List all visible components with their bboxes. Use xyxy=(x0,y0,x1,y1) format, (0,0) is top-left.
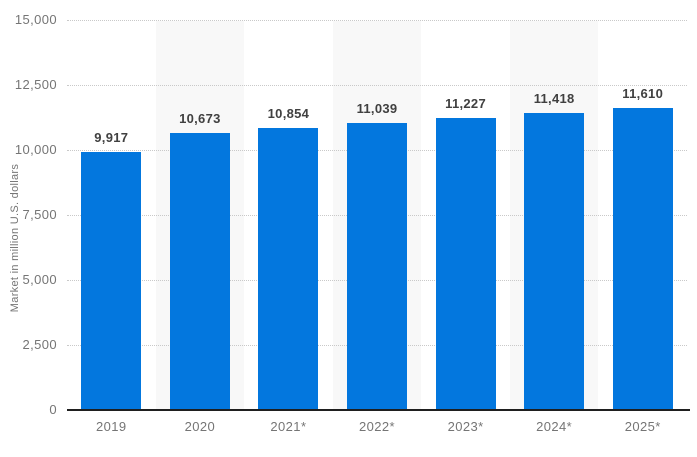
x-tick-label: 2025* xyxy=(624,419,661,434)
y-axis-title: Market in million U.S. dollars xyxy=(9,163,21,313)
x-tick-label: 2024* xyxy=(536,419,573,434)
gridline xyxy=(67,85,687,86)
bar[interactable] xyxy=(347,122,407,410)
bar-value-label: 11,418 xyxy=(533,91,575,107)
bar-value-label: 11,227 xyxy=(445,96,486,112)
y-tick-label: 10,000 xyxy=(14,142,57,157)
y-tick-label: 7,500 xyxy=(22,207,57,222)
bar-value-label: 9,917 xyxy=(94,130,129,146)
bar-value-label: 11,039 xyxy=(356,100,398,116)
y-tick-label: 15,000 xyxy=(14,12,57,27)
bar-value-label: 10,673 xyxy=(179,110,221,126)
gridline xyxy=(67,20,687,21)
bar[interactable] xyxy=(435,118,496,410)
bar[interactable] xyxy=(524,113,585,410)
bar[interactable] xyxy=(612,108,673,410)
x-tick-label: 2021* xyxy=(270,419,307,434)
x-tick-label: 2023* xyxy=(447,419,484,434)
y-tick-label: 2,500 xyxy=(22,337,57,352)
y-tick-label: 0 xyxy=(49,402,57,417)
bar[interactable] xyxy=(169,132,230,410)
x-tick-label: 2022* xyxy=(358,419,395,434)
bar[interactable] xyxy=(81,152,142,410)
bar-value-label: 10,854 xyxy=(267,105,310,121)
y-tick-label: 5,000 xyxy=(22,272,57,287)
x-axis-line xyxy=(67,409,690,411)
y-tick-label: 12,500 xyxy=(14,77,57,92)
bar[interactable] xyxy=(258,127,319,410)
x-tick-label: 2019 xyxy=(96,419,127,434)
bar-value-label: 11,610 xyxy=(622,86,664,102)
x-tick-label: 2020 xyxy=(184,419,216,434)
